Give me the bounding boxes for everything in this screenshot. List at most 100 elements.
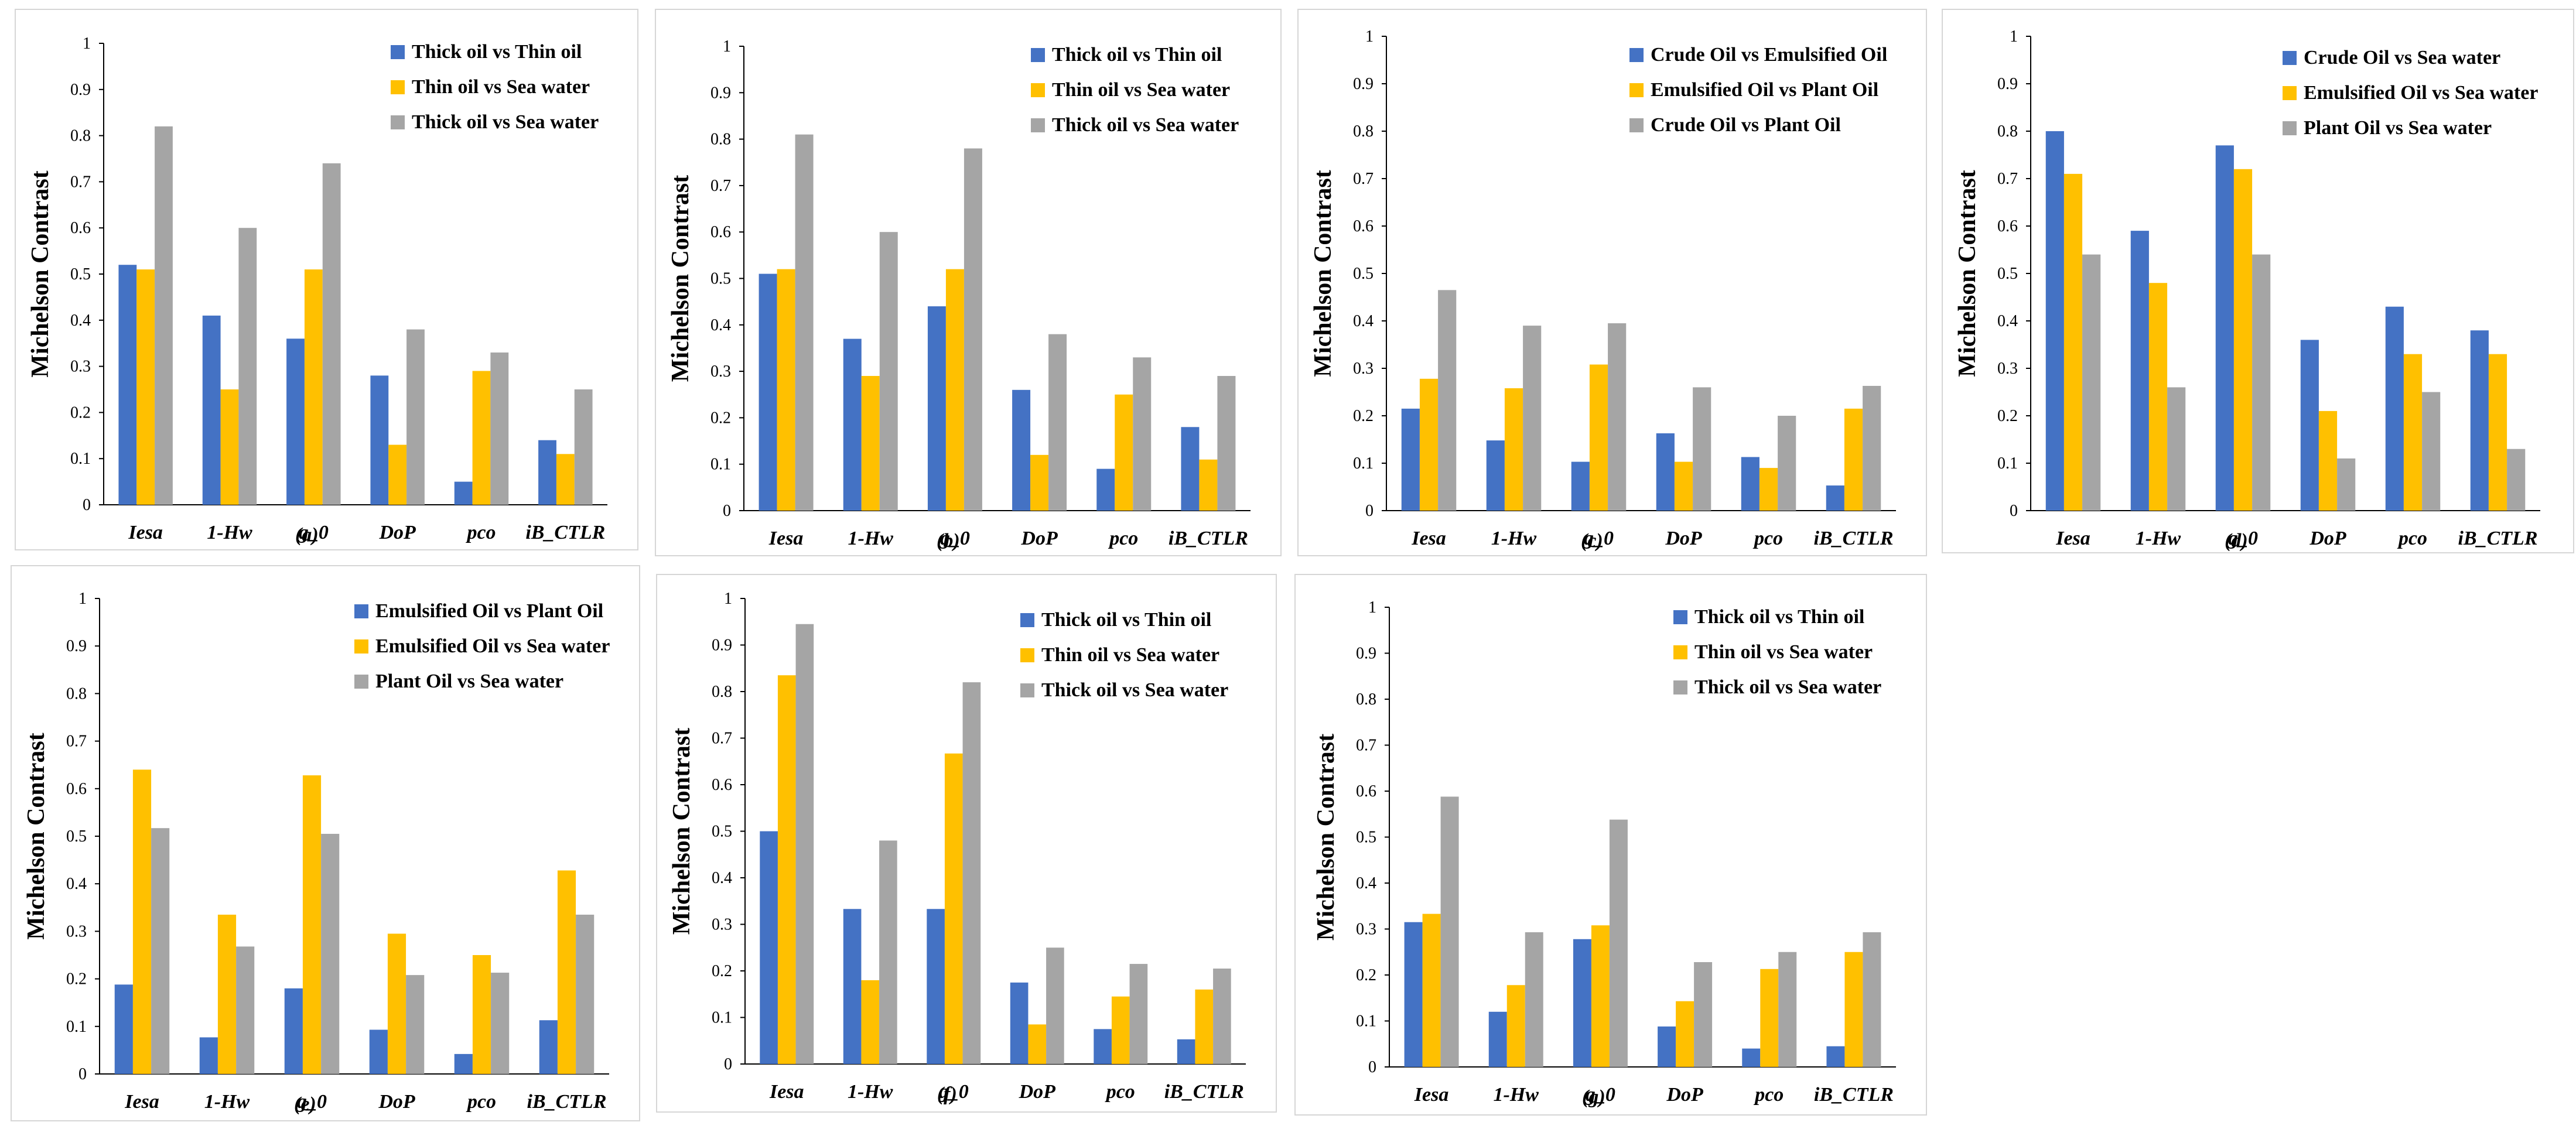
y-tick-label: 0.3 (70, 358, 91, 376)
bar-1-Iesa (1404, 922, 1423, 1067)
bar-2-DoP (1030, 454, 1049, 511)
bar-3-DoP (1693, 387, 1711, 511)
bar-1-1-Hw (1486, 440, 1505, 511)
y-tick-label: 0.8 (66, 685, 87, 703)
x-category-label: iB_CTLR (1164, 1081, 1244, 1103)
y-tick-label: 0.1 (1353, 454, 1374, 473)
bar-1-g_0 (286, 338, 305, 505)
bar-2-1-Hw (220, 389, 239, 505)
y-tick-label: 0 (724, 1055, 732, 1073)
y-tick-label: 0.4 (710, 316, 731, 334)
bar-1-iB_CTLR (1826, 1046, 1845, 1067)
bar-1-pco (1742, 1048, 1761, 1067)
y-tick-label: 0.6 (66, 780, 87, 798)
x-category-label: DoP (378, 1091, 415, 1113)
bar-2-DoP (387, 933, 406, 1074)
y-tick-label: 0.7 (1997, 170, 2018, 188)
bar-2-pco (1759, 468, 1778, 511)
bar-1-Iesa (114, 984, 133, 1074)
bar-2-iB_CTLR (557, 870, 576, 1074)
x-category-label: DoP (2309, 528, 2346, 549)
bar-1-Iesa (759, 273, 777, 511)
y-tick-label: 0.2 (70, 403, 91, 422)
bar-3-g_0 (1609, 819, 1628, 1067)
y-tick-label: 1 (1368, 598, 1376, 617)
legend-swatch-1 (354, 604, 368, 618)
bar-2-DoP (1674, 461, 1693, 511)
legend-swatch-3 (391, 115, 405, 129)
bar-2-g_0 (304, 269, 323, 505)
legend-label-2: Thin oil vs Sea water (412, 76, 590, 98)
x-category-label: iB_CTLR (525, 522, 605, 543)
bar-1-iB_CTLR (539, 1020, 558, 1074)
y-axis-title: Michelson Contrast (667, 175, 694, 382)
bar-1-1-Hw (202, 315, 221, 505)
y-tick-label: 0.3 (1356, 921, 1376, 939)
x-category-label: g_0 (938, 1081, 969, 1103)
bar-3-1-Hw (879, 232, 898, 511)
bar-1-DoP (1010, 982, 1029, 1064)
bar-3-1-Hw (879, 840, 897, 1064)
panel-label: (d) (2225, 530, 2248, 552)
bar-2-g_0 (302, 775, 322, 1074)
bar-3-pco (491, 973, 510, 1074)
x-category-label: Iesa (1414, 1084, 1449, 1106)
bar-3-DoP (1048, 334, 1067, 511)
x-category-label: g_0 (298, 522, 329, 543)
bar-1-1-Hw (843, 909, 862, 1064)
legend-swatch-2 (2283, 86, 2297, 100)
bar-3-pco (1129, 964, 1148, 1064)
chart-svg: 0 0.1 0.2 0.3 0.4 0.5 0.6 0.7 0.8 0.9 1 Michelson C… (23, 590, 610, 1115)
y-tick-label: 0.4 (1353, 312, 1374, 330)
bar-2-Iesa (777, 269, 795, 511)
y-tick-label: 0.4 (1356, 874, 1376, 892)
y-tick-label: 0.6 (1997, 217, 2018, 235)
y-tick-label: 0.5 (712, 823, 732, 841)
bar-3-pco (2422, 392, 2441, 511)
x-category-label: pco (466, 1091, 496, 1113)
bar-1-iB_CTLR (1826, 485, 1844, 511)
y-tick-label: 0.5 (66, 827, 87, 846)
bar-1-pco (1094, 1029, 1112, 1064)
bar-3-pco (1778, 416, 1796, 511)
bar-2-1-Hw (2148, 283, 2168, 511)
chart-svg: 0 0.1 0.2 0.3 0.4 0.5 0.6 0.7 0.8 0.9 1 Michelson C… (1954, 28, 2540, 552)
bar-1-DoP (369, 1029, 388, 1074)
chart-svg: 0 0.1 0.2 0.3 0.4 0.5 0.6 0.7 0.8 0.9 1 Michelson C… (1310, 28, 1896, 552)
bar-3-g_0 (322, 163, 341, 505)
y-tick-label: 0.6 (1356, 782, 1376, 800)
y-tick-label: 1 (724, 590, 732, 608)
bar-3-DoP (406, 975, 425, 1074)
y-tick-label: 0.9 (1356, 645, 1376, 663)
bar-2-Iesa (777, 675, 796, 1064)
bar-2-iB_CTLR (1844, 408, 1863, 511)
bar-3-g_0 (2252, 254, 2271, 511)
bar-1-iB_CTLR (1181, 427, 1200, 511)
x-category-label: g_0 (2227, 528, 2258, 549)
x-category-label: 1-Hw (204, 1091, 250, 1113)
bar-1-g_0 (927, 909, 945, 1064)
legend-label-3: Thick oil vs Sea water (1052, 114, 1239, 136)
legend-label-2: Thin oil vs Sea water (1041, 644, 1219, 666)
chart-panel-a: 0 0.1 0.2 0.3 0.4 0.5 0.6 0.7 0.8 0.9 1 Michelson C… (15, 9, 638, 550)
bar-1-pco (1741, 457, 1760, 511)
bar-2-Iesa (1419, 378, 1439, 511)
legend-swatch-2 (391, 80, 405, 94)
legend-swatch-3 (1020, 683, 1034, 697)
y-tick-label: 0.8 (1356, 690, 1376, 709)
y-tick-label: 0.2 (1353, 407, 1374, 425)
legend-swatch-3 (2283, 121, 2297, 135)
bar-3-iB_CTLR (1863, 385, 1881, 511)
y-tick-label: 0.9 (1997, 75, 2018, 93)
legend-swatch-1 (1673, 610, 1687, 624)
y-tick-label: 1 (1365, 28, 1374, 46)
y-tick-label: 0.7 (1356, 737, 1376, 755)
bar-3-g_0 (1608, 323, 1627, 511)
y-tick-label: 0.4 (66, 875, 87, 893)
legend-swatch-1 (2283, 51, 2297, 65)
bar-1-1-Hw (1488, 1011, 1507, 1067)
chart-panel-g: 0 0.1 0.2 0.3 0.4 0.5 0.6 0.7 0.8 0.9 1 Michelson C… (1294, 574, 1927, 1116)
x-category-label: pco (1108, 528, 1138, 549)
x-category-label: DoP (379, 522, 416, 543)
bar-3-1-Hw (236, 946, 255, 1074)
